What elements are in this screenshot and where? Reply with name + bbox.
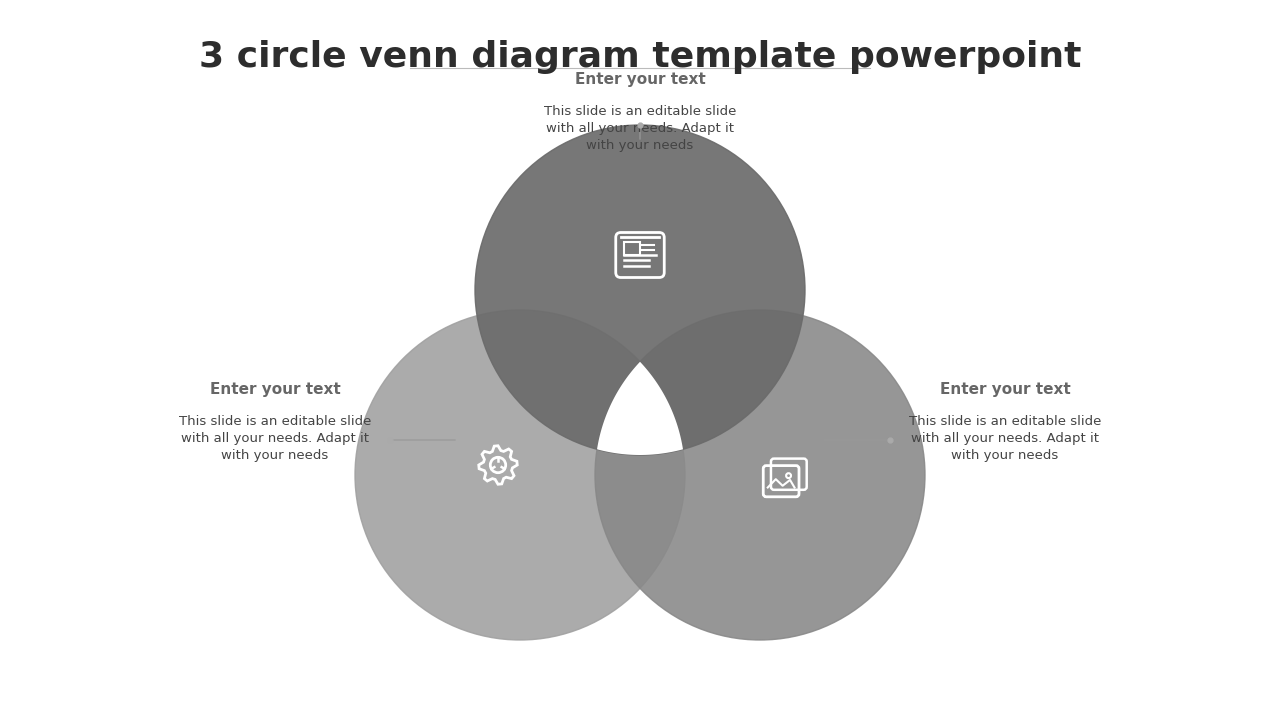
Circle shape <box>355 310 685 640</box>
Text: Enter your text: Enter your text <box>940 382 1070 397</box>
Text: 3 circle venn diagram template powerpoint: 3 circle venn diagram template powerpoin… <box>198 40 1082 73</box>
Circle shape <box>595 310 925 640</box>
Polygon shape <box>596 362 684 455</box>
Text: Enter your text: Enter your text <box>210 382 340 397</box>
Text: This slide is an editable slide
with all your needs. Adapt it
with your needs: This slide is an editable slide with all… <box>909 415 1101 462</box>
Bar <box>625 242 640 255</box>
Text: This slide is an editable slide
with all your needs. Adapt it
with your needs: This slide is an editable slide with all… <box>179 415 371 462</box>
Circle shape <box>475 125 805 455</box>
Text: This slide is an editable slide
with all your needs. Adapt it
with your needs: This slide is an editable slide with all… <box>544 105 736 152</box>
Text: Enter your text: Enter your text <box>575 72 705 87</box>
